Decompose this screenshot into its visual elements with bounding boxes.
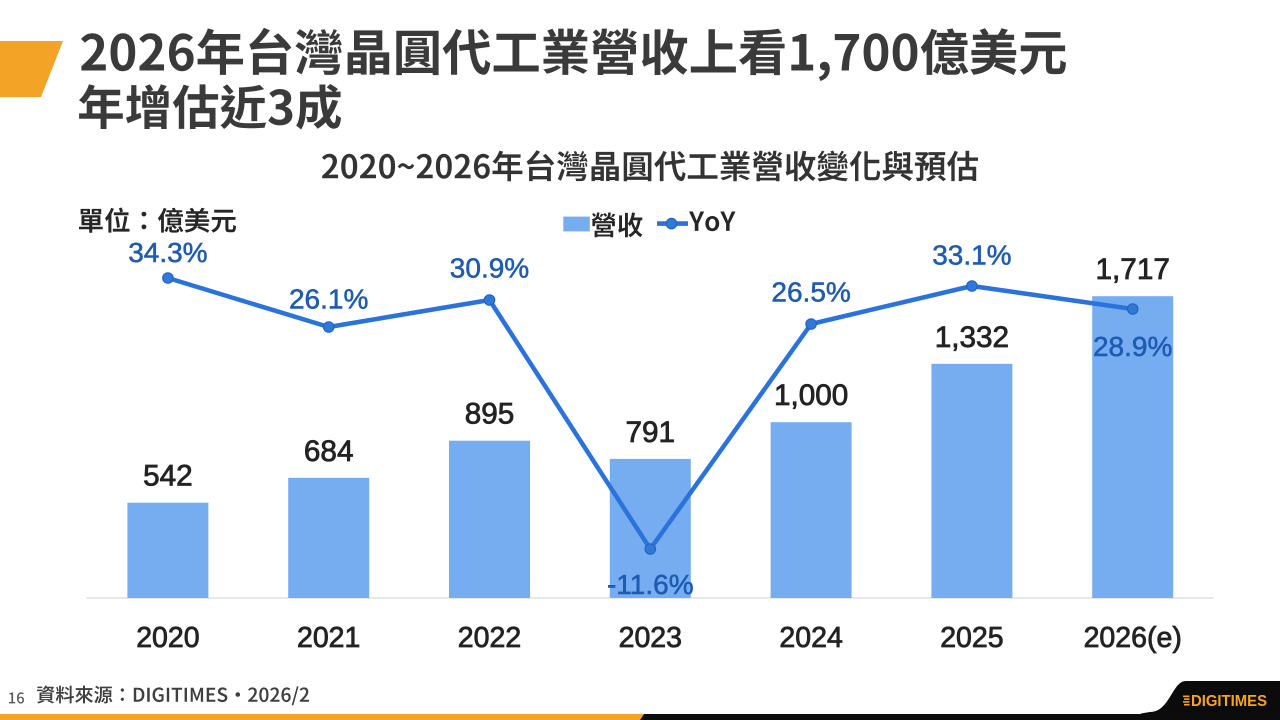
svg-text:1,717: 1,717 [1096, 253, 1170, 286]
svg-text:791: 791 [626, 416, 676, 449]
svg-text:2020: 2020 [136, 622, 199, 654]
svg-text:895: 895 [465, 398, 515, 431]
svg-text:28.9%: 28.9% [1093, 331, 1172, 362]
svg-text:26.5%: 26.5% [771, 277, 850, 308]
svg-text:-11.6%: -11.6% [607, 569, 694, 600]
svg-text:34.3%: 34.3% [128, 237, 207, 268]
svg-text:2023: 2023 [619, 622, 682, 654]
svg-text:26.1%: 26.1% [289, 284, 368, 315]
svg-text:2024: 2024 [779, 622, 843, 654]
svg-text:684: 684 [304, 435, 354, 468]
svg-text:2026(e): 2026(e) [1084, 622, 1182, 654]
svg-text:33.1%: 33.1% [932, 240, 1011, 271]
svg-text:DIGITIMES: DIGITIMES [1191, 693, 1267, 710]
svg-text:1,000: 1,000 [774, 379, 848, 412]
svg-text:2025: 2025 [940, 622, 1003, 654]
svg-text:30.9%: 30.9% [450, 253, 529, 284]
svg-text:2022: 2022 [458, 622, 521, 654]
svg-text:542: 542 [143, 460, 193, 493]
svg-text:2021: 2021 [297, 622, 360, 654]
svg-text:1,332: 1,332 [935, 321, 1009, 354]
